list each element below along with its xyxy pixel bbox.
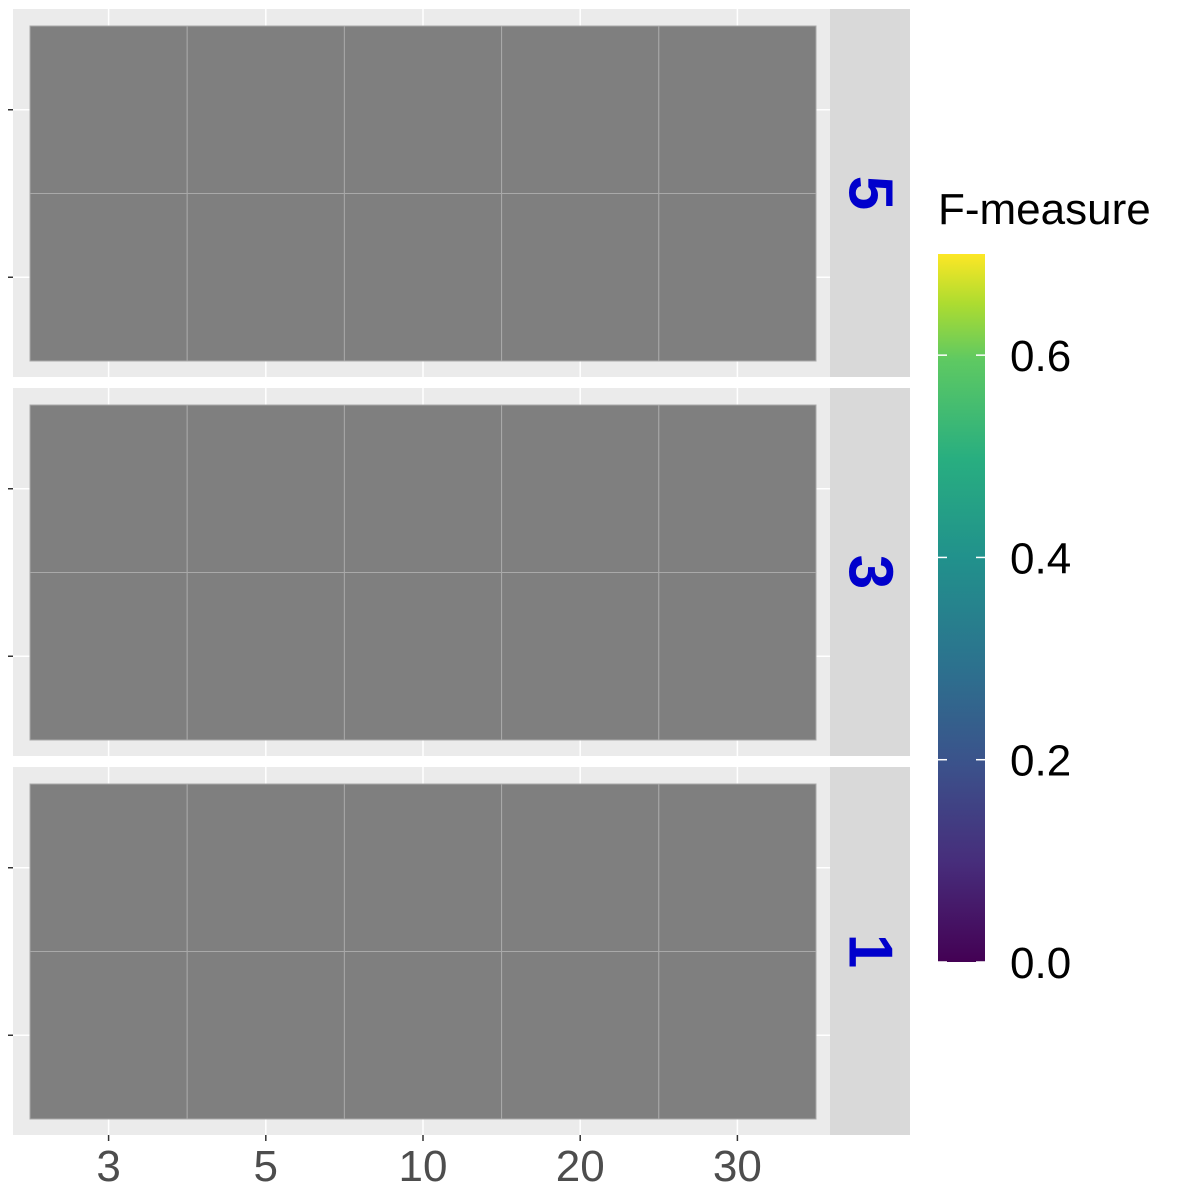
facet-strip <box>830 388 910 756</box>
x-tick-label: 20 <box>556 1142 605 1191</box>
legend-title: F-measure <box>938 185 1151 234</box>
heatmap-cell <box>501 25 660 194</box>
heatmap-cell <box>501 783 660 952</box>
heatmap-cell <box>186 951 345 1120</box>
x-axis: 3 5 10 20 30 <box>96 1135 762 1191</box>
legend-tick-label: 0.0 <box>1010 939 1071 988</box>
heatmap-cell <box>186 193 345 362</box>
heatmap-cell <box>658 404 817 573</box>
heatmap-cell <box>501 404 660 573</box>
heatmap-cell <box>658 951 817 1120</box>
legend-tick-label: 0.2 <box>1010 737 1071 786</box>
heatmap-cell <box>186 783 345 952</box>
heatmap-cell <box>658 193 817 362</box>
heatmap-cell <box>29 572 188 741</box>
x-tick-label: 10 <box>399 1142 448 1191</box>
heatmap-cell <box>343 193 503 362</box>
heatmap-cell <box>501 951 660 1120</box>
heatmap-cell <box>29 25 188 194</box>
heatmap-cell <box>343 783 503 952</box>
facet-panel-5: 5 <box>8 9 910 377</box>
x-tick-label: 5 <box>254 1142 278 1191</box>
heatmap-cell <box>186 404 345 573</box>
heatmap-cell <box>501 193 660 362</box>
heatmap-cell <box>29 404 188 573</box>
heatmap-cell <box>658 783 817 952</box>
x-tick-label: 3 <box>96 1142 120 1191</box>
facet-panel-1: 1 <box>8 767 910 1135</box>
color-legend: F-measure 0.0 0.2 0.4 0.6 <box>938 185 1151 988</box>
heatmap-cell <box>29 951 188 1120</box>
facet-panels: 5 3 1 <box>8 9 910 1135</box>
legend-ticks: 0.0 0.2 0.4 0.6 <box>938 332 1071 988</box>
facet-strip-label: 5 <box>836 176 905 210</box>
heatmap-cell <box>343 572 503 741</box>
facet-strip-label: 3 <box>836 555 905 589</box>
heatmap-cell <box>343 25 503 194</box>
heatmap-cell <box>186 25 345 194</box>
x-tick-label: 30 <box>713 1142 762 1191</box>
facet-strip-label: 1 <box>836 934 905 968</box>
legend-tick-label: 0.4 <box>1010 534 1071 583</box>
heatmap-cell <box>658 25 817 194</box>
facet-strip <box>830 767 910 1135</box>
heatmap-cell <box>29 193 188 362</box>
facet-strip <box>830 9 910 377</box>
legend-colorbar <box>938 254 985 962</box>
heatmap-cell <box>186 572 345 741</box>
legend-tick-label: 0.6 <box>1010 332 1071 381</box>
heatmap-cell <box>343 404 503 573</box>
heatmap-cell <box>501 572 660 741</box>
heatmap-cell <box>29 783 188 952</box>
heatmap-cell <box>343 951 503 1120</box>
heatmap-cell <box>658 572 817 741</box>
facet-panel-3: 3 <box>8 388 910 756</box>
